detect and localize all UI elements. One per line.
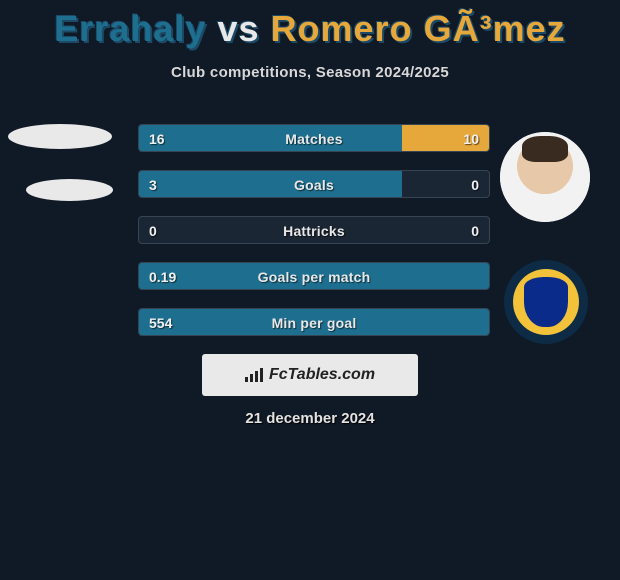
stat-label: Hattricks <box>139 217 489 244</box>
player1-avatar <box>8 124 112 149</box>
comparison-infographic: Errahaly vs Romero GÃ³mez Club competiti… <box>0 0 620 580</box>
stat-label: Matches <box>139 125 489 152</box>
brand-text: FcTables.com <box>269 366 375 384</box>
stat-row: 554Min per goal <box>138 308 490 336</box>
badge-ring <box>513 269 579 335</box>
player2-club-badge <box>504 260 588 344</box>
player1-name: Errahaly <box>54 8 206 49</box>
stat-row: 0.19Goals per match <box>138 262 490 290</box>
badge-shield <box>524 277 568 327</box>
date-text: 21 december 2024 <box>0 410 620 427</box>
stat-label: Goals per match <box>139 263 489 290</box>
stat-row: 30Goals <box>138 170 490 198</box>
brand-chart-icon <box>245 368 263 382</box>
player2-avatar <box>500 132 590 222</box>
player2-name: Romero GÃ³mez <box>271 8 566 49</box>
title-vs: vs <box>218 8 260 49</box>
subtitle: Club competitions, Season 2024/2025 <box>0 64 620 81</box>
stat-row: 00Hattricks <box>138 216 490 244</box>
brand-box: FcTables.com <box>202 354 418 396</box>
stat-label: Goals <box>139 171 489 198</box>
stat-bars: 1610Matches 30Goals 00Hattricks 0.19Goals p… <box>138 124 490 354</box>
stat-label: Min per goal <box>139 309 489 336</box>
player1-club-badge <box>26 179 113 201</box>
page-title: Errahaly vs Romero GÃ³mez <box>0 0 620 50</box>
stat-row: 1610Matches <box>138 124 490 152</box>
